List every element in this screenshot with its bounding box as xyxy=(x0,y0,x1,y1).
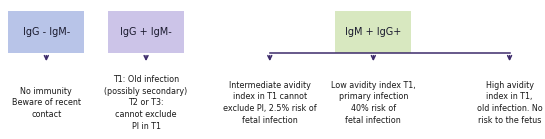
Text: No immunity
Beware of recent
contact: No immunity Beware of recent contact xyxy=(12,87,81,119)
Text: High avidity
index in T1,
old infection. No
risk to the fetus: High avidity index in T1, old infection.… xyxy=(477,81,542,125)
FancyBboxPatch shape xyxy=(8,11,84,53)
FancyBboxPatch shape xyxy=(335,11,411,53)
Text: IgG + IgM-: IgG + IgM- xyxy=(120,27,172,37)
Text: Low avidity index T1,
primary infection
40% risk of
fetal infection: Low avidity index T1, primary infection … xyxy=(331,81,416,125)
Text: IgG - IgM-: IgG - IgM- xyxy=(23,27,70,37)
Text: IgM + IgG+: IgM + IgG+ xyxy=(345,27,402,37)
Text: T1: Old infection
(possibly secondary)
T2 or T3:
cannot exclude
PI in T1: T1: Old infection (possibly secondary) T… xyxy=(105,75,187,131)
Text: Intermediate avidity
index in T1 cannot
exclude PI, 2.5% risk of
fetal infection: Intermediate avidity index in T1 cannot … xyxy=(223,81,317,125)
FancyBboxPatch shape xyxy=(108,11,184,53)
